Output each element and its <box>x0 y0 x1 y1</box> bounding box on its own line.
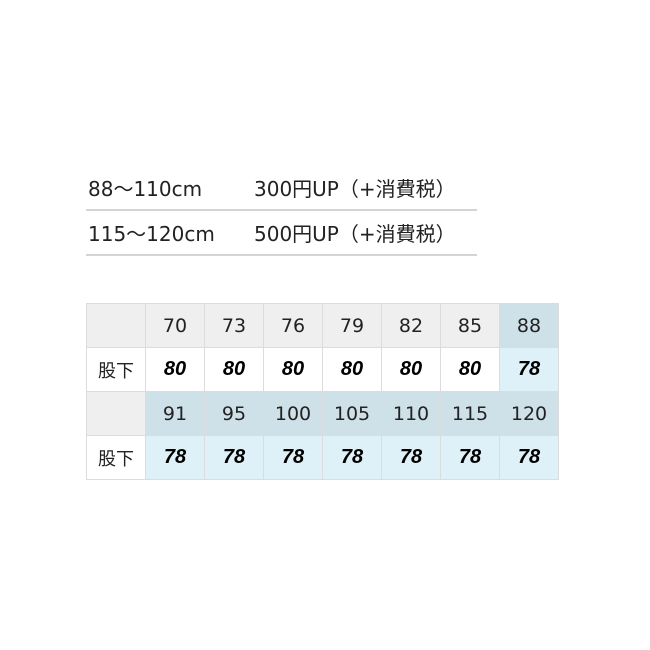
inseam-row: 股下 80 80 80 80 80 80 78 <box>86 347 559 392</box>
inseam-value: 78 <box>381 435 441 480</box>
inseam-value: 80 <box>145 347 205 392</box>
inseam-value: 78 <box>204 435 264 480</box>
surcharge: 300円UP（+消費税） <box>254 177 456 201</box>
size-cell: 82 <box>381 303 441 348</box>
size-header-row: 91 95 100 105 110 115 120 <box>86 391 559 436</box>
empty-cell <box>86 391 146 436</box>
inseam-value: 78 <box>440 435 500 480</box>
size-cell: 85 <box>440 303 500 348</box>
inseam-value: 80 <box>322 347 382 392</box>
inseam-value: 78 <box>322 435 382 480</box>
size-header-row: 70 73 76 79 82 85 88 <box>86 303 559 348</box>
inseam-value: 80 <box>440 347 500 392</box>
size-cell: 110 <box>381 391 441 436</box>
size-cell: 88 <box>499 303 559 348</box>
size-range: 115～120cm <box>88 222 215 246</box>
inseam-value: 80 <box>381 347 441 392</box>
size-cell: 105 <box>322 391 382 436</box>
size-cell: 95 <box>204 391 264 436</box>
price-row: 88～110cm 300円UP（+消費税） <box>86 166 477 211</box>
empty-cell <box>86 303 146 348</box>
size-cell: 79 <box>322 303 382 348</box>
size-cell: 120 <box>499 391 559 436</box>
inseam-value: 78 <box>499 435 559 480</box>
inseam-value: 78 <box>499 347 559 392</box>
inseam-value: 80 <box>204 347 264 392</box>
size-cell: 115 <box>440 391 500 436</box>
size-range: 88～110cm <box>88 177 203 201</box>
size-table: 70 73 76 79 82 85 88 股下 80 80 80 80 80 80 78 91 95 100 105… <box>86 303 559 480</box>
price-row: 115～120cm 500円UP（+消費税） <box>86 211 477 256</box>
size-cell: 100 <box>263 391 323 436</box>
inseam-value: 80 <box>263 347 323 392</box>
inseam-value: 78 <box>145 435 205 480</box>
price-surcharge-list: 88～110cm 300円UP（+消費税） 115～120cm 500円UP（+… <box>86 166 477 256</box>
size-cell: 76 <box>263 303 323 348</box>
inseam-label: 股下 <box>86 435 146 480</box>
size-cell: 70 <box>145 303 205 348</box>
surcharge: 500円UP（+消費税） <box>254 222 456 246</box>
size-cell: 73 <box>204 303 264 348</box>
inseam-label: 股下 <box>86 347 146 392</box>
size-cell: 91 <box>145 391 205 436</box>
inseam-row: 股下 78 78 78 78 78 78 78 <box>86 435 559 480</box>
inseam-value: 78 <box>263 435 323 480</box>
